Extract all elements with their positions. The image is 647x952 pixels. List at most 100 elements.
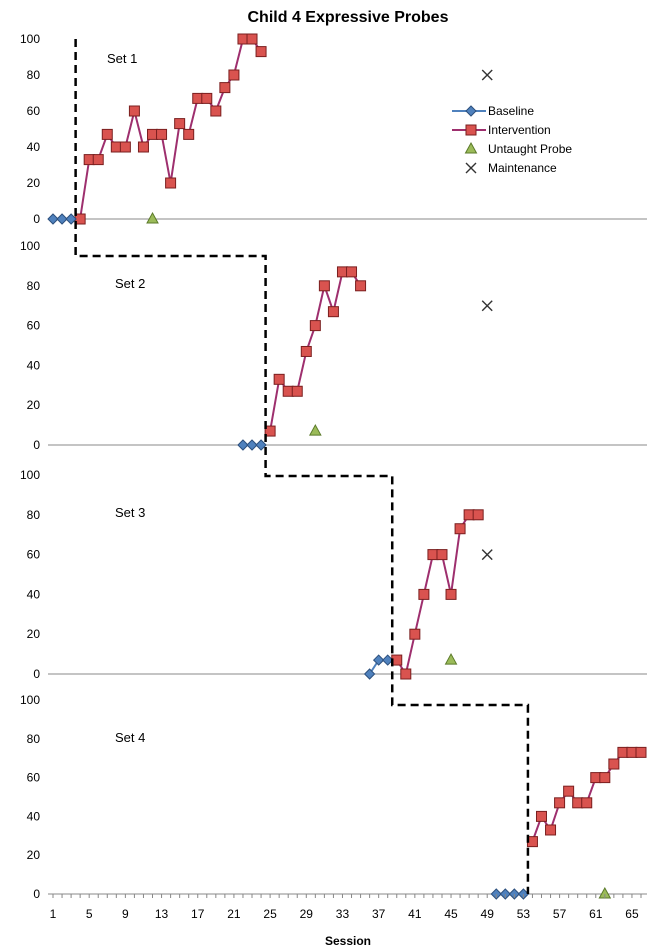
baseline-point	[237, 439, 249, 451]
x-tick-label: 45	[444, 907, 458, 921]
baseline-point	[372, 654, 385, 666]
baseline-point	[246, 439, 258, 451]
y-tick-label: 100	[20, 468, 40, 482]
x-tick-label: 25	[263, 907, 277, 921]
x-tick-label: 41	[408, 907, 422, 921]
intervention-point	[110, 141, 122, 153]
y-tick-label: 80	[27, 732, 41, 746]
y-tick-label: 0	[33, 667, 40, 681]
legend-intervention-marker	[465, 124, 477, 136]
y-tick-label: 0	[33, 887, 40, 901]
x-tick-label: 65	[625, 907, 639, 921]
x-tick-label: 5	[86, 907, 93, 921]
intervention-point	[346, 266, 358, 278]
panel-label: Set 1	[107, 51, 137, 66]
intervention-line	[395, 513, 479, 677]
intervention-point	[309, 320, 321, 332]
intervention-point	[83, 154, 95, 166]
intervention-point	[355, 280, 367, 292]
legend-label: Intervention	[488, 123, 551, 137]
legend-baseline-marker	[465, 105, 477, 117]
legend-label: Untaught Probe	[488, 142, 572, 156]
intervention-point	[282, 385, 294, 397]
y-tick-label: 60	[27, 104, 41, 118]
intervention-point	[572, 797, 584, 809]
intervention-point	[626, 746, 638, 758]
intervention-point	[165, 177, 177, 189]
x-tick-label: 13	[155, 907, 169, 921]
intervention-point	[427, 549, 439, 561]
phase-change-line	[74, 39, 530, 894]
intervention-point	[418, 588, 430, 600]
intervention-point	[436, 549, 448, 561]
legend-maintenance-marker	[465, 162, 477, 174]
x-tick-label: 9	[122, 907, 129, 921]
intervention-point	[147, 128, 159, 140]
chart-title: Child 4 Expressive Probes	[248, 9, 449, 26]
x-tick-label: 21	[227, 907, 241, 921]
x-tick-label: 57	[553, 907, 567, 921]
y-tick-label: 80	[27, 68, 41, 82]
y-tick-label: 40	[27, 358, 41, 372]
intervention-point	[445, 588, 457, 600]
intervention-point	[581, 797, 593, 809]
legend-label: Maintenance	[488, 161, 557, 175]
intervention-point	[137, 141, 149, 153]
baseline-point	[255, 439, 267, 451]
untaught-probe-point	[444, 653, 458, 665]
plot-area: 0 20 40 60 80 100 Set 1 0 20 40 60 80 100 Set 2 0 20 40 6…	[20, 32, 647, 921]
y-tick-label: 100	[20, 693, 40, 707]
y-tick-label: 80	[27, 279, 41, 293]
y-tick-label: 60	[27, 319, 41, 333]
x-axis-label: Session	[325, 934, 371, 948]
x-tick-label: 17	[191, 907, 205, 921]
intervention-point	[554, 797, 566, 809]
x-tick-label: 49	[481, 907, 495, 921]
y-tick-label: 20	[27, 848, 41, 862]
intervention-point	[599, 772, 611, 784]
intervention-point	[472, 509, 484, 521]
intervention-point	[409, 628, 421, 640]
intervention-point	[336, 266, 348, 278]
x-tick-label: 53	[517, 907, 531, 921]
y-tick-label: 100	[20, 32, 40, 46]
intervention-point	[119, 141, 131, 153]
y-tick-label: 20	[27, 627, 41, 641]
panel-label: Set 2	[115, 276, 145, 291]
y-tick-label: 80	[27, 508, 41, 522]
intervention-point	[255, 46, 267, 58]
intervention-point	[545, 824, 557, 836]
intervention-point	[183, 128, 195, 140]
intervention-point	[463, 509, 475, 521]
intervention-point	[535, 810, 547, 822]
intervention-point	[228, 69, 240, 81]
intervention-point	[635, 746, 647, 758]
intervention-point	[92, 154, 104, 166]
baseline-point	[363, 668, 376, 680]
maintenance-point	[481, 69, 493, 81]
x-tick-label: 37	[372, 907, 386, 921]
y-tick-label: 100	[20, 239, 40, 253]
intervention-point	[246, 33, 258, 45]
intervention-point	[237, 33, 249, 45]
intervention-point	[327, 306, 339, 318]
maintenance-point	[481, 300, 493, 312]
y-tick-label: 40	[27, 587, 41, 601]
intervention-point	[192, 92, 204, 104]
legend-probe-marker	[464, 141, 478, 154]
intervention-point	[400, 668, 412, 680]
intervention-line	[269, 270, 362, 432]
intervention-point	[273, 373, 285, 385]
intervention-point	[300, 345, 312, 357]
maintenance-point	[481, 549, 493, 561]
y-tick-label: 40	[27, 140, 41, 154]
baseline-point	[47, 213, 59, 225]
y-tick-label: 40	[27, 809, 41, 823]
y-tick-label: 0	[33, 438, 40, 452]
panel-label: Set 3	[115, 505, 145, 520]
intervention-point	[617, 746, 629, 758]
panel-label: Set 4	[115, 730, 145, 745]
intervention-point	[590, 772, 602, 784]
intervention-point	[101, 128, 113, 140]
intervention-point	[128, 105, 140, 117]
